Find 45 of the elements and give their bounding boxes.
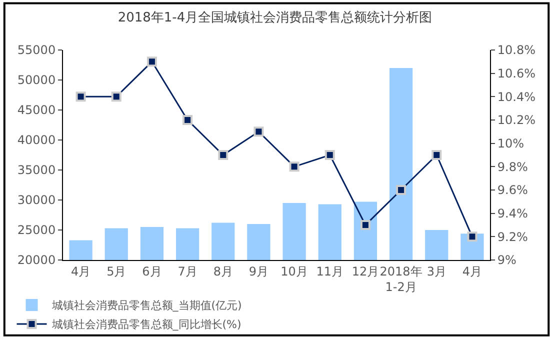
y2-tick-label: 10% (497, 136, 524, 151)
y-tick-label: 25000 (17, 223, 56, 238)
y2-tick-label: 10.4% (497, 90, 536, 104)
point (324, 150, 335, 160)
x-tick-label: 6月 (142, 264, 162, 278)
y2-tick-label: 9.8% (497, 160, 528, 174)
x-tick-label: 4月 (462, 264, 482, 278)
y-tick-label: 30000 (17, 193, 56, 208)
x-tick-label: 11月 (316, 264, 344, 278)
x-tick-label: 2018年1-2月 (380, 264, 422, 294)
x-tick-label: 5月 (106, 264, 126, 278)
y2-tick-label: 10.6% (497, 66, 536, 81)
point (182, 115, 193, 125)
point (76, 92, 86, 102)
point (467, 232, 478, 242)
x-tick-label: 9月 (248, 264, 269, 278)
y-tick-label: 45000 (17, 103, 56, 118)
chart-title: 2018年1-4月全国城镇社会消费品零售总额统计分析图 (118, 10, 432, 26)
y-tick-label: 35000 (17, 163, 56, 178)
point (254, 126, 264, 137)
x-tick-label: 4月 (70, 264, 91, 278)
x-tick-label: 8月 (213, 264, 233, 278)
point (396, 185, 406, 195)
y2-tick-label: 10.8% (497, 43, 536, 58)
y2-tick-label: 10.2% (497, 113, 536, 128)
x-tick-label: 3月 (426, 264, 446, 278)
legend-label: 城镇社会消费品零售总额_同比增长(%) (50, 318, 242, 332)
y2-tick-label: 9% (497, 253, 516, 268)
x-tick-label: 12月 (352, 264, 380, 278)
y2-tick-label: 9.2% (497, 230, 528, 244)
y-tick-label: 20000 (17, 253, 56, 268)
point (289, 162, 300, 172)
point (218, 150, 228, 160)
point (432, 150, 442, 160)
y2-tick-label: 9.6% (497, 183, 528, 198)
point (146, 56, 157, 67)
y-tick-label: 55000 (17, 43, 56, 58)
y2-tick-label: 9.4% (497, 206, 528, 221)
y-tick-label: 50000 (17, 73, 56, 88)
y-tick-label: 40000 (17, 133, 56, 148)
point (360, 220, 370, 230)
legend-label: 城镇社会消费品零售总额_当期值(亿元) (50, 299, 242, 312)
point (111, 92, 122, 102)
x-tick-label: 7月 (178, 264, 198, 278)
x-tick-label: 10月 (280, 264, 308, 278)
